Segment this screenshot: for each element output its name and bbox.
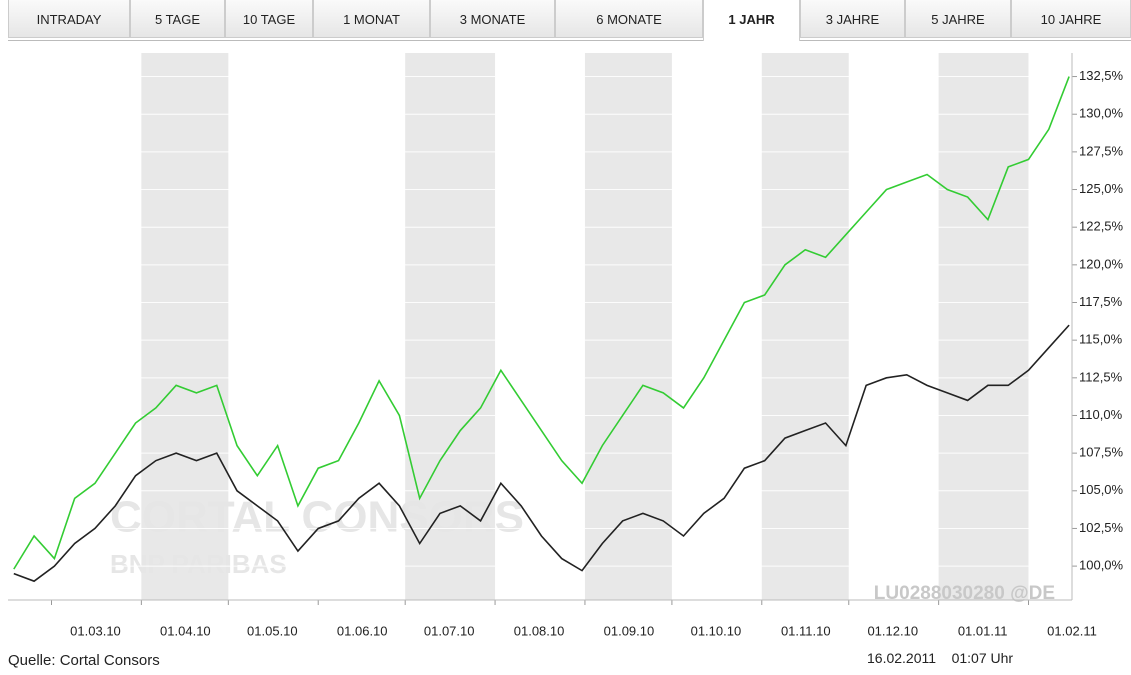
period-tab[interactable]: 10 TAGE [225,0,313,38]
month-bands [141,53,1029,600]
period-tab[interactable]: 1 JAHR [703,0,800,41]
x-tick-label: 01.08.10 [514,623,565,638]
period-tab[interactable]: 5 JAHRE [905,0,1011,38]
x-tick-label: 01.06.10 [337,623,388,638]
series-line [13,324,1070,583]
x-tick-label: 01.01.11 [958,623,1008,638]
tab-bar: INTRADAY 5 TAGE 10 TAGE 1 MONAT 3 MONATE 6 MO… [8,0,1131,41]
timestamp: 16.02.2011 01:07 Uhr [867,650,1014,666]
y-tick-label: 105,0% [1079,482,1124,497]
period-tab[interactable]: 6 MONATE [555,0,703,38]
period-tab[interactable]: INTRADAY [8,0,130,38]
source: Quelle: Cortal Consors [8,652,160,669]
x-tick-label: 01.04.10 [160,623,211,638]
x-tick-label: 01.05.10 [247,623,298,638]
watermark: CORTAL CONSORS [110,493,524,542]
x-tick-label: 01.12.10 [867,623,918,638]
y-tick-label: 120,0% [1079,256,1124,271]
period-tab[interactable]: 1 MONAT [313,0,430,38]
x-tick-label: 01.03.10 [70,623,121,638]
series-line [13,76,1070,570]
month-band [761,53,849,600]
period-tab[interactable]: 3 MONATE [430,0,555,38]
y-tick-label: 122,5% [1079,219,1124,234]
y-tick-label: 130,0% [1079,106,1124,121]
x-tick-label: 01.02.11 [1047,623,1097,638]
x-tick-label: 01.09.10 [604,623,655,638]
period-tab[interactable]: 3 JAHRE [800,0,905,38]
y-tick-label: 117,5% [1079,294,1123,309]
isin-label: LU0288030280 @DE [874,583,1055,604]
watermark: BNP PARIBAS [110,549,287,579]
y-tick-label: 127,5% [1079,143,1124,158]
y-tick-label: 110,0% [1079,407,1123,422]
y-tick-label: 107,5% [1079,445,1124,460]
month-band [938,53,1029,600]
month-band [141,53,229,600]
y-tick-label: 115,0% [1079,332,1123,347]
y-tick-label: 100,0% [1079,558,1124,573]
period-tab[interactable]: 10 JAHRE [1011,0,1131,38]
x-tick-label: 01.07.10 [424,623,475,638]
period-tab[interactable]: 5 TAGE [130,0,225,38]
x-tick-label: 01.10.10 [691,623,742,638]
month-band [584,53,672,600]
y-tick-label: 102,5% [1079,520,1124,535]
x-tick-label: 01.11.10 [781,623,831,638]
y-tick-label: 132,5% [1079,68,1124,83]
y-tick-label: 112,5% [1079,369,1123,384]
y-tick-label: 125,0% [1079,181,1124,196]
